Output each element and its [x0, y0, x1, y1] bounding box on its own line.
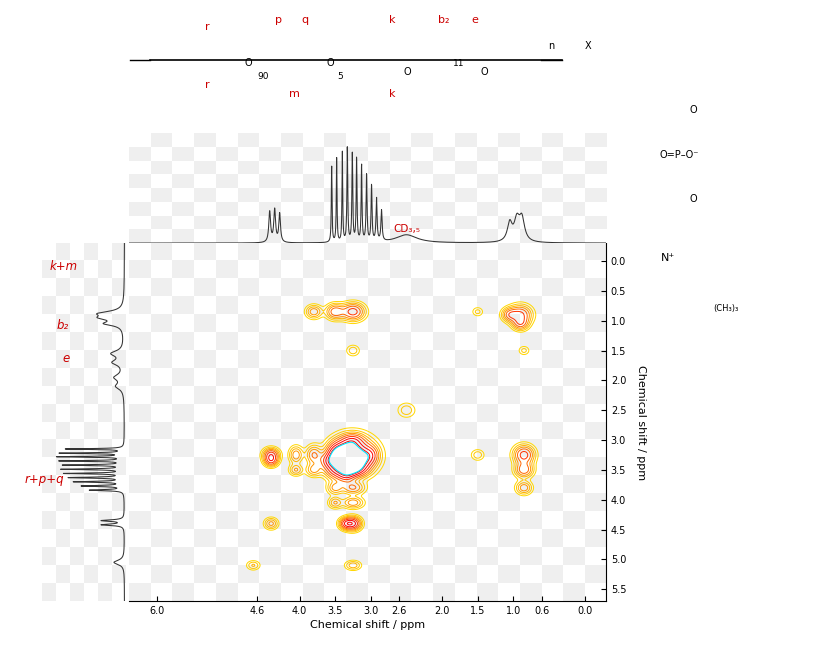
- Text: O: O: [689, 105, 697, 116]
- Text: O: O: [326, 58, 334, 68]
- Text: q: q: [301, 15, 308, 25]
- Text: e: e: [471, 15, 478, 25]
- Y-axis label: Chemical shift / ppm: Chemical shift / ppm: [636, 365, 646, 480]
- Text: b₂: b₂: [437, 15, 449, 25]
- Text: p: p: [276, 15, 282, 25]
- Text: 5: 5: [338, 72, 344, 81]
- Text: O: O: [244, 58, 251, 68]
- Text: O: O: [481, 66, 489, 77]
- Text: e: e: [62, 351, 70, 365]
- Text: O: O: [689, 194, 697, 204]
- X-axis label: Chemical shift / ppm: Chemical shift / ppm: [310, 620, 425, 630]
- Text: (CH₃)₃: (CH₃)₃: [714, 304, 739, 313]
- Text: r: r: [204, 22, 209, 32]
- Text: N⁺: N⁺: [661, 253, 676, 263]
- Text: n: n: [549, 41, 554, 51]
- Text: k: k: [388, 15, 395, 25]
- Text: k: k: [388, 89, 395, 99]
- Text: k+m: k+m: [50, 260, 78, 273]
- Text: r+p+q: r+p+q: [25, 473, 65, 486]
- Text: m: m: [289, 89, 300, 99]
- Text: CD₃,₅: CD₃,₅: [393, 224, 420, 235]
- Text: X: X: [584, 41, 591, 51]
- Text: O=P–O⁻: O=P–O⁻: [660, 150, 699, 160]
- Text: b₂: b₂: [56, 319, 69, 332]
- Text: r: r: [204, 80, 209, 90]
- Text: 90: 90: [257, 72, 269, 81]
- Text: O: O: [403, 66, 412, 77]
- Text: 11: 11: [453, 58, 465, 68]
